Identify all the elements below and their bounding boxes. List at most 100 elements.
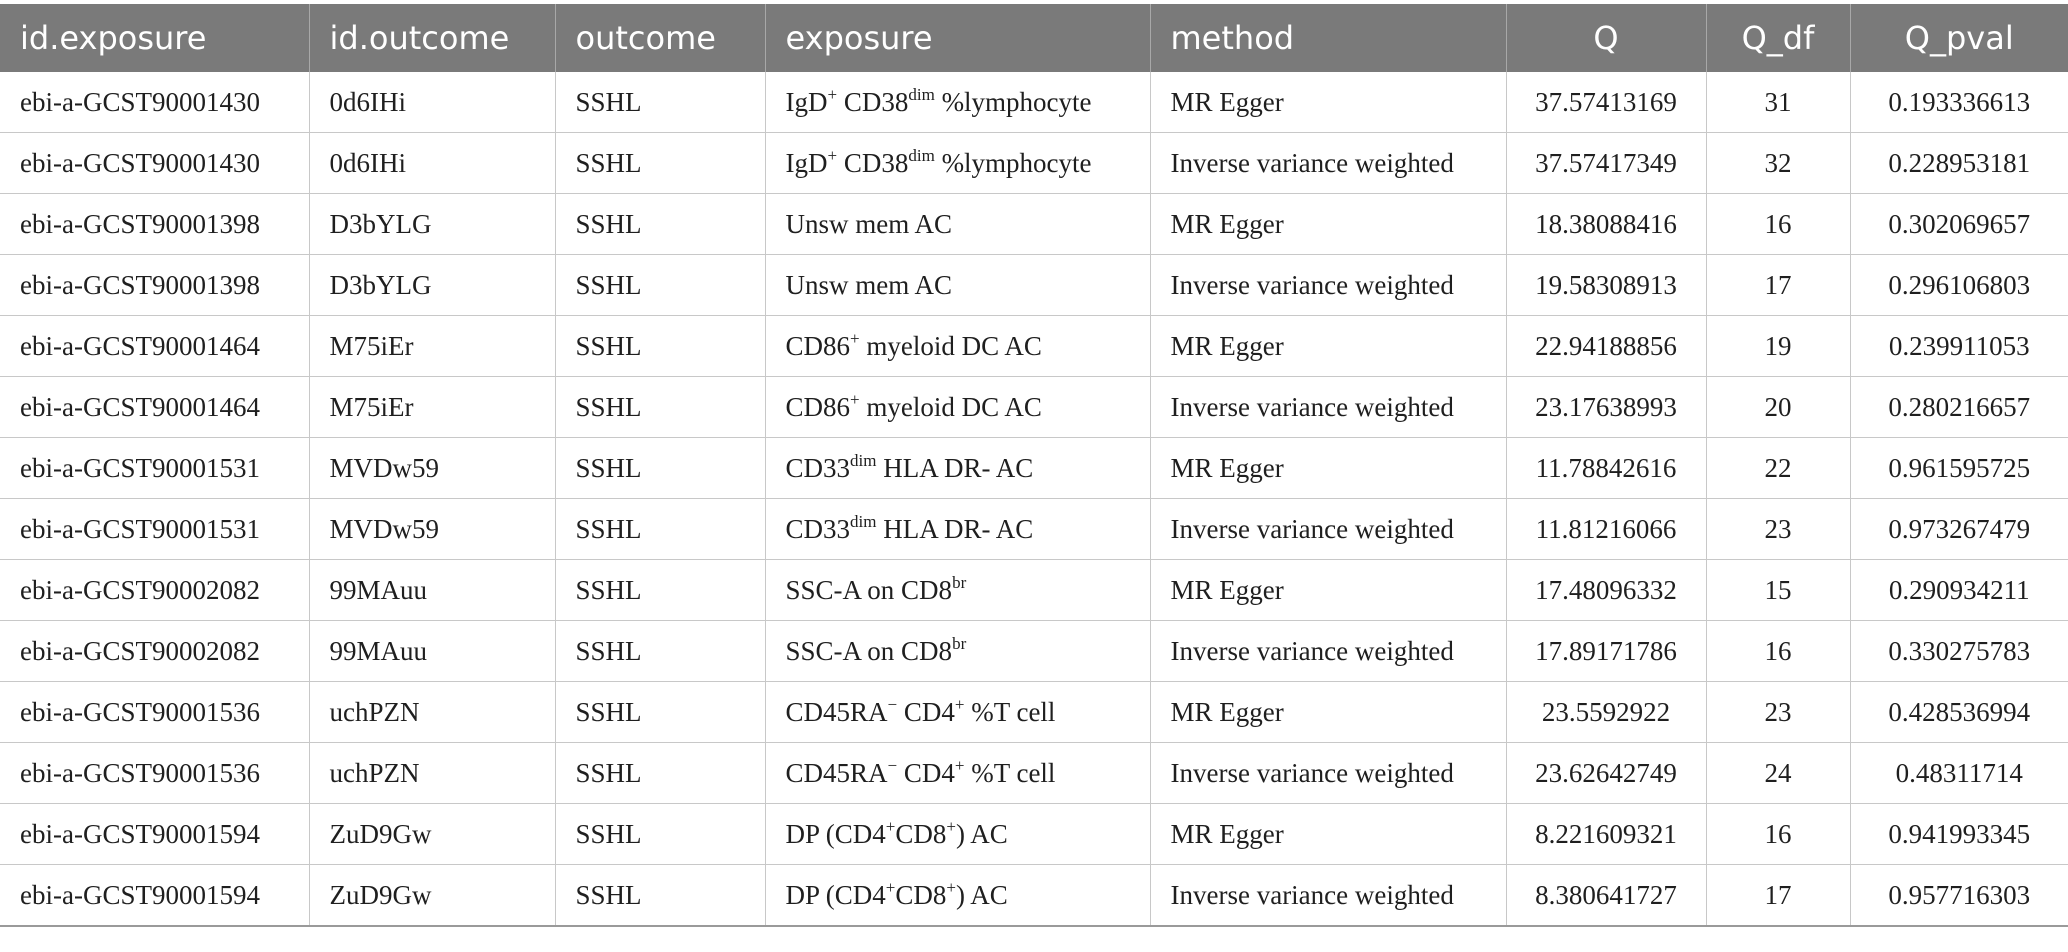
table-row: ebi-a-GCST90001430 0d6IHi SSHL IgD+ CD38dim… xyxy=(0,132,2068,194)
cell-id-outcome: M75iEr xyxy=(309,376,556,438)
cell-q-df: 19 xyxy=(1706,315,1851,377)
exposure-text: CD45RA xyxy=(785,696,888,727)
header-outcome: outcome xyxy=(555,4,766,72)
cell-q-pval: 0.296106803 xyxy=(1850,254,2068,316)
cell-id-outcome: MVDw59 xyxy=(309,498,556,560)
cell-q-df: 23 xyxy=(1706,498,1851,560)
exposure-text: HLA DR- AC xyxy=(876,452,1034,483)
cell-id-outcome: uchPZN xyxy=(309,681,556,743)
cell-id-exposure: ebi-a-GCST90001536 xyxy=(0,681,310,743)
table-row: ebi-a-GCST90001464 M75iEr SSHL CD86+ myeloi… xyxy=(0,315,2068,377)
exposure-text: HLA DR- AC xyxy=(876,513,1034,544)
cell-exposure: DP (CD4+CD8+) AC xyxy=(765,864,1151,927)
cell-method: Inverse variance weighted xyxy=(1150,620,1507,682)
table-row: ebi-a-GCST90001594 ZuD9Gw SSHL DP (CD4+CD8+… xyxy=(0,864,2068,927)
cell-q-pval: 0.290934211 xyxy=(1850,559,2068,621)
superscript: dim xyxy=(850,511,877,531)
results-table: id.exposure id.outcome outcome exposure … xyxy=(0,4,2068,927)
exposure-text: CD33 xyxy=(785,513,851,544)
cell-method: Inverse variance weighted xyxy=(1150,498,1507,560)
superscript: + xyxy=(827,84,838,104)
cell-id-exposure: ebi-a-GCST90002082 xyxy=(0,620,310,682)
cell-id-outcome: 0d6IHi xyxy=(309,72,556,133)
exposure-text: %lymphocyte xyxy=(934,86,1092,117)
cell-q: 18.38088416 xyxy=(1506,193,1707,255)
cell-outcome: SSHL xyxy=(555,132,766,194)
cell-outcome: SSHL xyxy=(555,742,766,804)
header-method: method xyxy=(1150,4,1507,72)
cell-id-exposure: ebi-a-GCST90001430 xyxy=(0,132,310,194)
exposure-text: myeloid DC AC xyxy=(859,391,1042,422)
cell-exposure: SSC-A on CD8br xyxy=(765,620,1151,682)
cell-exposure: IgD+ CD38dim %lymphocyte xyxy=(765,132,1151,194)
cell-q: 11.81216066 xyxy=(1506,498,1707,560)
cell-q-pval: 0.48311714 xyxy=(1850,742,2068,804)
table-row: ebi-a-GCST90001536 uchPZN SSHL CD45RA− CD4+… xyxy=(0,742,2068,804)
cell-id-outcome: MVDw59 xyxy=(309,437,556,499)
cell-q: 23.5592922 xyxy=(1506,681,1707,743)
cell-outcome: SSHL xyxy=(555,437,766,499)
exposure-text: CD4 xyxy=(897,696,955,727)
cell-method: Inverse variance weighted xyxy=(1150,132,1507,194)
cell-method: MR Egger xyxy=(1150,315,1507,377)
cell-q-df: 31 xyxy=(1706,72,1851,133)
cell-id-outcome: ZuD9Gw xyxy=(309,864,556,927)
table-row: ebi-a-GCST90001430 0d6IHi SSHL IgD+ CD38dim… xyxy=(0,72,2068,133)
cell-exposure: Unsw mem AC xyxy=(765,254,1151,316)
exposure-text: myeloid DC AC xyxy=(859,330,1042,361)
exposure-text: %T cell xyxy=(964,757,1056,788)
cell-q-df: 24 xyxy=(1706,742,1851,804)
cell-q: 17.89171786 xyxy=(1506,620,1707,682)
superscript: + xyxy=(946,816,956,836)
cell-id-outcome: 99MAuu xyxy=(309,620,556,682)
cell-exposure: CD33dim HLA DR- AC xyxy=(765,437,1151,499)
cell-q-df: 17 xyxy=(1706,254,1851,316)
cell-method: Inverse variance weighted xyxy=(1150,742,1507,804)
cell-q-df: 23 xyxy=(1706,681,1851,743)
header-q-df: Q_df xyxy=(1706,4,1851,72)
cell-exposure: CD86+ myeloid DC AC xyxy=(765,315,1151,377)
cell-outcome: SSHL xyxy=(555,559,766,621)
exposure-text: CD33 xyxy=(785,452,851,483)
table-row: ebi-a-GCST90002082 99MAuu SSHL SSC-A on CD8… xyxy=(0,559,2068,621)
exposure-text: SSC-A on CD8 xyxy=(785,574,953,605)
superscript: br xyxy=(952,633,967,653)
cell-id-exposure: ebi-a-GCST90001464 xyxy=(0,376,310,438)
cell-q-pval: 0.228953181 xyxy=(1850,132,2068,194)
cell-method: Inverse variance weighted xyxy=(1150,254,1507,316)
cell-id-outcome: ZuD9Gw xyxy=(309,803,556,865)
superscript: + xyxy=(885,816,896,836)
cell-q-df: 16 xyxy=(1706,193,1851,255)
cell-q-df: 16 xyxy=(1706,620,1851,682)
exposure-text: CD86 xyxy=(785,330,851,361)
cell-id-exposure: ebi-a-GCST90001398 xyxy=(0,254,310,316)
superscript: + xyxy=(954,755,965,775)
cell-q-pval: 0.428536994 xyxy=(1850,681,2068,743)
table-header: id.exposure id.outcome outcome exposure … xyxy=(0,4,2068,72)
cell-id-exposure: ebi-a-GCST90001398 xyxy=(0,193,310,255)
exposure-text: CD38 xyxy=(837,147,909,178)
cell-q-pval: 0.941993345 xyxy=(1850,803,2068,865)
cell-id-exposure: ebi-a-GCST90001594 xyxy=(0,803,310,865)
table-row: ebi-a-GCST90002082 99MAuu SSHL SSC-A on CD8… xyxy=(0,620,2068,682)
cell-exposure: CD45RA− CD4+ %T cell xyxy=(765,681,1151,743)
cell-q-pval: 0.330275783 xyxy=(1850,620,2068,682)
cell-q-pval: 0.957716303 xyxy=(1850,864,2068,927)
superscript: + xyxy=(885,877,896,897)
exposure-text: Unsw mem AC xyxy=(785,208,953,239)
cell-q-df: 32 xyxy=(1706,132,1851,194)
exposure-text: ) AC xyxy=(955,818,1008,849)
cell-q-pval: 0.302069657 xyxy=(1850,193,2068,255)
exposure-text: CD86 xyxy=(785,391,851,422)
exposure-text: DP (CD4 xyxy=(785,879,886,910)
cell-exposure: CD33dim HLA DR- AC xyxy=(765,498,1151,560)
cell-method: MR Egger xyxy=(1150,72,1507,133)
exposure-text: IgD xyxy=(785,147,828,178)
cell-q: 8.380641727 xyxy=(1506,864,1707,927)
cell-method: MR Egger xyxy=(1150,559,1507,621)
header-exposure: exposure xyxy=(765,4,1151,72)
cell-id-exposure: ebi-a-GCST90002082 xyxy=(0,559,310,621)
cell-id-exposure: ebi-a-GCST90001464 xyxy=(0,315,310,377)
superscript: br xyxy=(952,572,967,592)
table-row: ebi-a-GCST90001536 uchPZN SSHL CD45RA− CD4+… xyxy=(0,681,2068,743)
